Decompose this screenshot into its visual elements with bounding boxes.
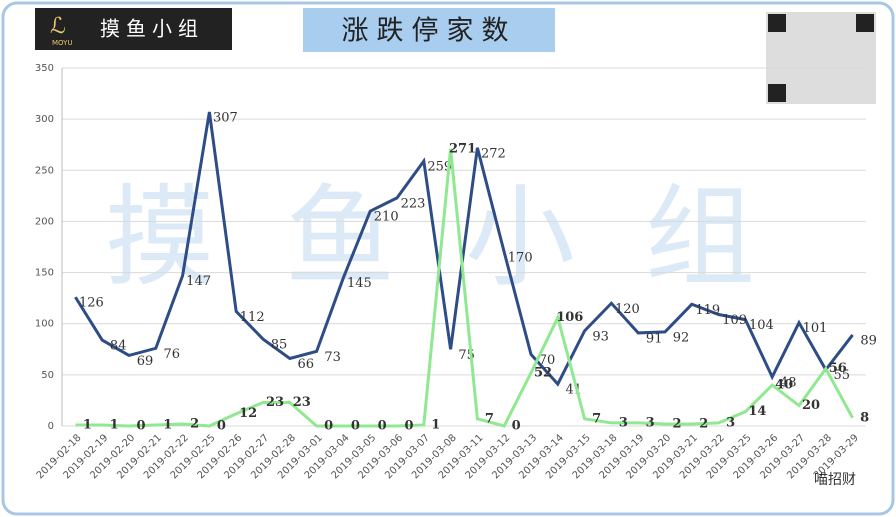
y-tick-label: 50 (41, 370, 54, 381)
data-label: 40 (775, 378, 793, 393)
qr-corner (768, 14, 786, 32)
data-label: 69 (137, 354, 154, 369)
data-label: 147 (186, 274, 211, 289)
title-box (303, 8, 555, 52)
data-label: 101 (803, 321, 828, 336)
data-label: 112 (240, 310, 265, 325)
data-label: 7 (592, 411, 601, 426)
data-label: 3 (726, 415, 735, 430)
data-label: 272 (481, 146, 506, 161)
data-label: 91 (646, 331, 663, 346)
logo-text: 摸鱼小组 (100, 17, 204, 41)
y-tick-label: 150 (35, 268, 54, 279)
data-label: 0 (136, 419, 145, 434)
data-label: 0 (404, 419, 413, 434)
data-label: 56 (829, 361, 847, 376)
logo-sub: MOYU (52, 39, 73, 47)
data-label: 1 (431, 417, 440, 432)
y-tick-label: 0 (48, 421, 54, 432)
data-label: 1 (83, 417, 92, 432)
y-tick-label: 200 (35, 216, 54, 227)
data-label: 223 (401, 196, 426, 211)
data-label: 210 (374, 210, 399, 225)
y-tick-label: 100 (35, 319, 54, 330)
data-label: 0 (217, 419, 226, 434)
data-label: 307 (213, 110, 238, 125)
data-label: 8 (860, 410, 869, 425)
data-label: 259 (427, 160, 452, 175)
data-label: 84 (110, 339, 127, 354)
data-label: 48 (780, 375, 797, 390)
data-label: 23 (266, 395, 284, 410)
series-line (74, 111, 854, 387)
data-label: 93 (592, 329, 609, 344)
data-label: 126 (79, 296, 104, 311)
footer: 喵招财 (814, 472, 856, 488)
qr-corner (768, 84, 786, 102)
data-label: 109 (722, 313, 747, 328)
data-label: 0 (324, 419, 333, 434)
data-label: 3 (619, 415, 628, 430)
logo-icon: ℒ (50, 14, 66, 39)
data-label: 119 (695, 303, 720, 318)
data-label: 106 (556, 310, 583, 325)
data-label: 66 (298, 357, 315, 372)
chart-title: 涨跌停家数 (342, 16, 517, 47)
data-label: 0 (351, 419, 360, 434)
data-label: 2 (190, 416, 199, 431)
y-tick-label: 350 (35, 63, 54, 74)
data-label: 3 (646, 415, 655, 430)
data-label: 73 (324, 350, 341, 365)
data-label: 76 (164, 347, 181, 362)
data-label: 52 (534, 365, 552, 380)
y-tick-label: 250 (35, 165, 54, 176)
data-label: 7 (485, 411, 494, 426)
data-label: 104 (749, 318, 774, 333)
data-label: 0 (512, 419, 521, 434)
data-label: 12 (239, 406, 257, 421)
data-label: 145 (347, 276, 372, 291)
series-line (75, 148, 854, 428)
data-label: 14 (748, 404, 766, 419)
data-label: 23 (293, 395, 311, 410)
data-label: 1 (163, 417, 172, 432)
logo (35, 8, 232, 50)
y-tick-label: 300 (35, 114, 54, 125)
data-label: 70 (539, 353, 556, 368)
data-label: 271 (449, 141, 476, 156)
qr-corner (856, 14, 874, 32)
data-label: 1 (110, 417, 119, 432)
data-label: 170 (508, 251, 533, 266)
data-label: 0 (378, 419, 387, 434)
data-label: 2 (672, 416, 681, 431)
data-label: 20 (802, 398, 820, 413)
data-label: 85 (271, 338, 288, 353)
data-label: 92 (673, 330, 690, 345)
data-label: 89 (860, 333, 877, 348)
data-label: 120 (615, 302, 640, 317)
data-label: 55 (834, 368, 851, 383)
data-label: 2 (699, 416, 708, 431)
